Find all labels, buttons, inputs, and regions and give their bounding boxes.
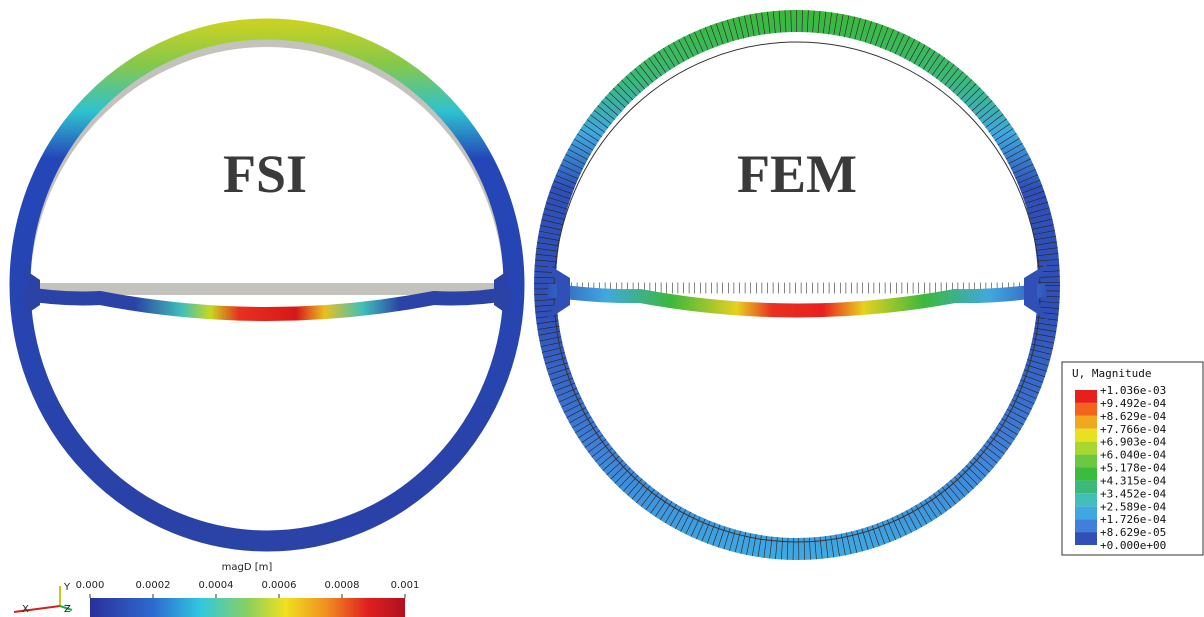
mesh: [534, 10, 1060, 560]
legend-swatch: [1075, 390, 1097, 403]
panel-label: FSI: [223, 144, 307, 204]
axis-label: X: [22, 604, 29, 615]
colorbar-tick-label: 0.000: [76, 580, 105, 591]
legend-label: +6.040e-04: [1100, 449, 1167, 462]
deformed-ring: [9, 18, 525, 552]
axis-triad: Y X Z: [13, 582, 73, 615]
legend-swatch: [1075, 441, 1097, 455]
legend-label: +7.766e-04: [1100, 423, 1167, 436]
legend-swatch: [1075, 402, 1097, 416]
colorbar: magD [m] 0.000 0.0002 0.0004 0.0006 0.0008 0.…: [76, 562, 420, 617]
legend-label: +0.000e+00: [1100, 539, 1166, 552]
legend-label: +4.315e-04: [1100, 474, 1167, 487]
colorbar-gradient: [90, 598, 405, 617]
deformed-membrane: [20, 286, 514, 321]
colorbar-tick-label: 0.001: [391, 580, 420, 591]
legend-swatch: [1075, 506, 1097, 520]
colorbar-title: magD [m]: [222, 562, 273, 573]
junction: [18, 265, 40, 320]
legend-swatch: [1075, 519, 1097, 533]
panel-label: FEM: [737, 144, 857, 204]
legend-label: +3.452e-04: [1100, 487, 1167, 500]
junction: [1024, 262, 1050, 322]
colorbar-tick-label: 0.0004: [199, 580, 234, 591]
legend-label: +6.903e-04: [1100, 436, 1167, 449]
legend-title: U, Magnitude: [1072, 367, 1151, 380]
axis-label: Y: [63, 582, 71, 593]
axis-label: Z: [64, 604, 71, 615]
legend-label: +5.178e-04: [1100, 462, 1167, 475]
legend-swatch: [1075, 454, 1097, 468]
legend-label: +9.492e-04: [1100, 397, 1167, 410]
colorbar-tick-label: 0.0008: [325, 580, 360, 591]
z-axis-arrow: [59, 605, 73, 611]
deformed-membrane: [547, 283, 1047, 318]
legend-swatch: [1075, 532, 1097, 545]
legend-label: +1.036e-03: [1100, 384, 1166, 397]
legend-swatch: [1075, 480, 1097, 494]
colorbar-tick-label: 0.0002: [136, 580, 171, 591]
colorbar-tick-label: 0.0006: [262, 580, 297, 591]
legend-swatch: [1075, 428, 1097, 442]
x-axis-arrow: [13, 605, 61, 613]
legend-label: +8.629e-05: [1100, 526, 1166, 539]
junction: [494, 265, 516, 320]
fsi-panel: FSI: [9, 18, 525, 552]
fem-panel: FEM: [534, 10, 1060, 560]
junction: [544, 262, 570, 322]
legend-label: +1.726e-04: [1100, 513, 1167, 526]
legend-label: +8.629e-04: [1100, 410, 1167, 423]
legend-swatch: [1075, 467, 1097, 481]
legend-label: +2.589e-04: [1100, 500, 1167, 513]
legend: U, Magnitude +1.036e-03+9.492e-04+8.629e…: [1061, 361, 1204, 556]
legend-swatch: [1075, 415, 1097, 429]
legend-swatch: [1075, 493, 1097, 507]
